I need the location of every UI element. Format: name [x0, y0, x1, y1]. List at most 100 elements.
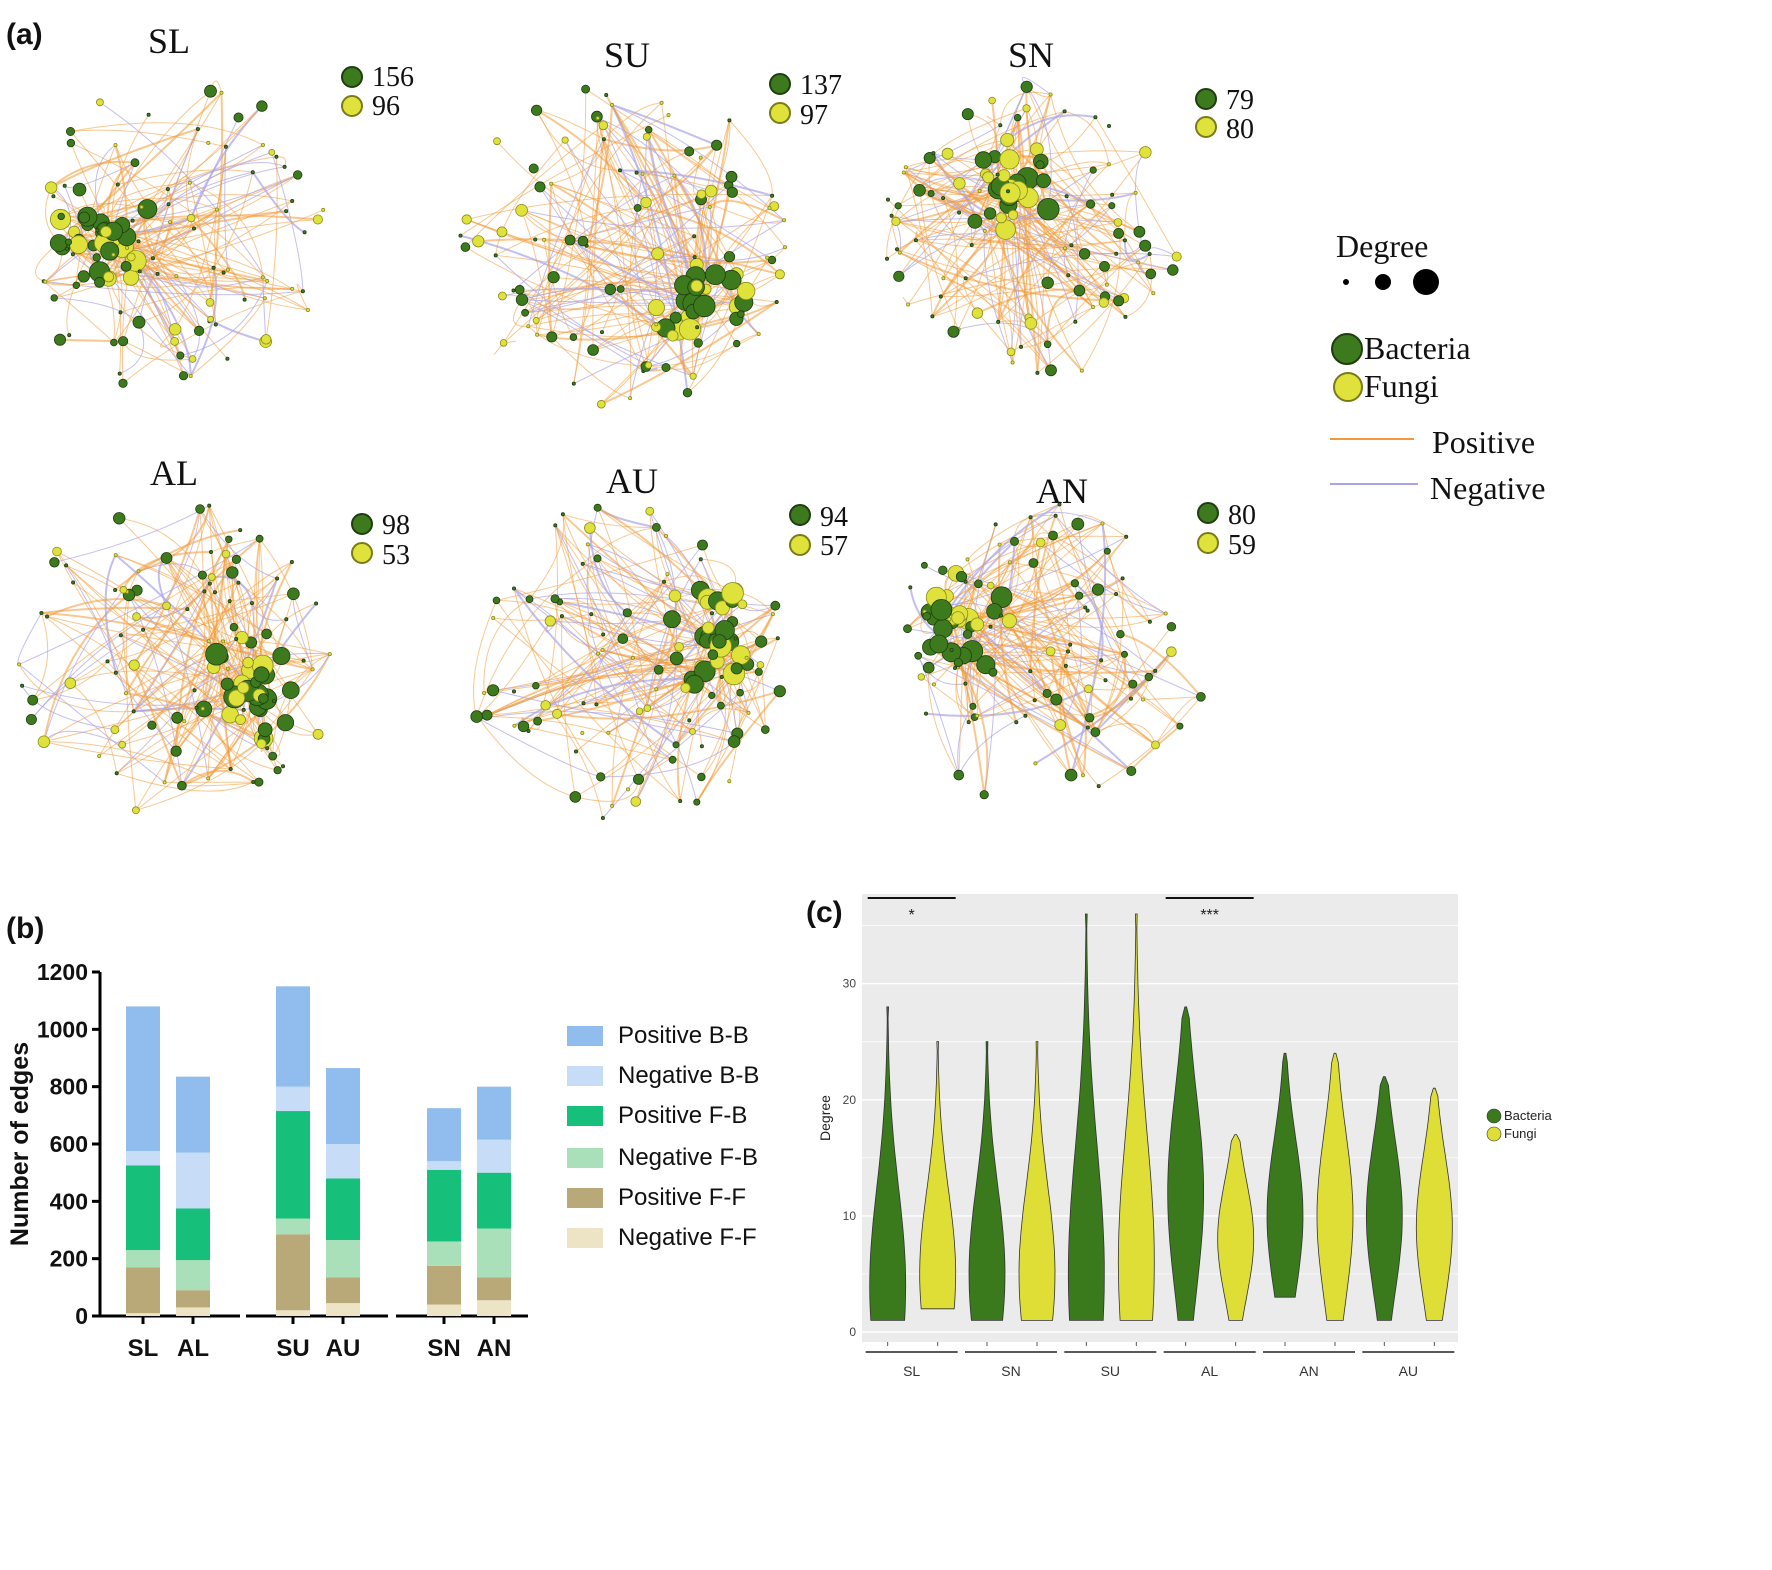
bacteria-node [1129, 696, 1134, 701]
negative-edge [1055, 515, 1166, 614]
bacteria-node [231, 554, 241, 565]
bacteria-node [1093, 115, 1098, 120]
bacteria-node [274, 154, 279, 159]
positive-edge [1012, 108, 1032, 363]
bacteria-node [955, 570, 968, 583]
bacteria-node [760, 725, 770, 734]
bacteria-node [242, 297, 247, 302]
positive-edge [665, 343, 737, 370]
positive-edge [70, 682, 118, 774]
an-bacteria-count: 80 [1228, 500, 1256, 531]
positive-edge [994, 610, 1166, 628]
bacteria-node [530, 104, 543, 116]
fungi-node [689, 728, 696, 735]
bacteria-node [1041, 276, 1054, 290]
fungi-node [532, 316, 540, 324]
negative-edge [189, 267, 218, 377]
positive-edge [928, 157, 972, 246]
bacteria-node [112, 512, 126, 525]
bacteria-node [257, 693, 269, 704]
fungi-node [214, 207, 219, 212]
bacteria-node [969, 702, 977, 710]
bacteria-node [653, 664, 664, 675]
positive-edge [586, 244, 773, 264]
fungi-node [651, 247, 664, 261]
positive-edge [903, 139, 1008, 173]
bacteria-node [273, 766, 282, 775]
fungi-node [113, 553, 118, 558]
fungi-node [126, 252, 136, 262]
bacteria-node [692, 255, 697, 260]
bacteria-node [581, 701, 586, 706]
positive-edge [554, 598, 603, 651]
bacteria-node [938, 294, 943, 299]
bacteria-node [137, 269, 142, 274]
fungi-count-icon [1195, 116, 1217, 138]
bacteria-node [57, 212, 65, 221]
positive-edge [543, 239, 574, 338]
legend-swatch-negative-fb [567, 1148, 603, 1168]
bacteria-node [708, 691, 716, 700]
fungi-node [765, 255, 770, 260]
bar-au-negative-f-f [326, 1303, 360, 1316]
positive-edge [1064, 110, 1110, 165]
positive-edge [18, 664, 134, 713]
bacteria-node [27, 694, 39, 706]
positive-edge [548, 183, 553, 337]
bacteria-node [559, 614, 564, 619]
fungi-node [702, 621, 715, 635]
positive-edge [626, 612, 707, 642]
au-bacteria-count: 94 [820, 502, 848, 533]
bacteria-node [913, 238, 918, 243]
fungi-node [654, 687, 659, 692]
fungi-node [64, 677, 77, 689]
bacteria-node [532, 682, 540, 690]
fungi-node [770, 612, 775, 617]
bacteria-node [604, 283, 617, 296]
bacteria-node [662, 579, 667, 584]
bacteria-node [49, 557, 60, 568]
positive-edge [587, 613, 604, 638]
fungi-node [113, 142, 118, 147]
bacteria-node [208, 550, 213, 555]
positive-edge [476, 716, 673, 761]
fungi-node [1133, 190, 1138, 195]
fungi-node [714, 600, 730, 616]
bacteria-node [493, 253, 498, 258]
bacteria-node [515, 293, 529, 306]
positive-edge [152, 257, 268, 282]
positive-edge [107, 661, 231, 770]
fungi-node [225, 666, 230, 671]
positive-edge [190, 297, 266, 377]
fungi-node [643, 704, 652, 712]
bacteria-node [287, 587, 300, 601]
bacteria-node [176, 351, 185, 360]
positive-edge [915, 239, 1012, 353]
bacteria-node [1075, 591, 1084, 600]
bar-sl-positive-b-b [126, 1006, 160, 1152]
fungi-node [125, 245, 130, 250]
violin-su-bacteria [1067, 913, 1105, 1321]
positive-edge [208, 561, 293, 642]
bacteria-node [113, 670, 118, 675]
bacteria-node [147, 720, 157, 730]
fungi-node [221, 549, 231, 559]
fungi-node [664, 534, 669, 539]
bacteria-count-icon [341, 66, 363, 88]
fungi-node [982, 228, 987, 233]
positive-edge [50, 160, 136, 189]
bacteria-node [284, 209, 289, 214]
y-tick-label: 400 [50, 1188, 88, 1214]
group-label: AN [1299, 1363, 1318, 1379]
positive-edge [569, 239, 644, 372]
bacteria-node [194, 705, 199, 710]
negative-edge [597, 117, 685, 286]
positive-edge [989, 213, 1006, 323]
negative-edge [495, 255, 649, 366]
bacteria-node [1028, 515, 1033, 520]
negative-edge [271, 152, 304, 292]
bacteria-node [1014, 720, 1019, 725]
bacteria-node [546, 331, 558, 343]
significance-label: * [909, 907, 915, 924]
bacteria-node [672, 741, 680, 749]
